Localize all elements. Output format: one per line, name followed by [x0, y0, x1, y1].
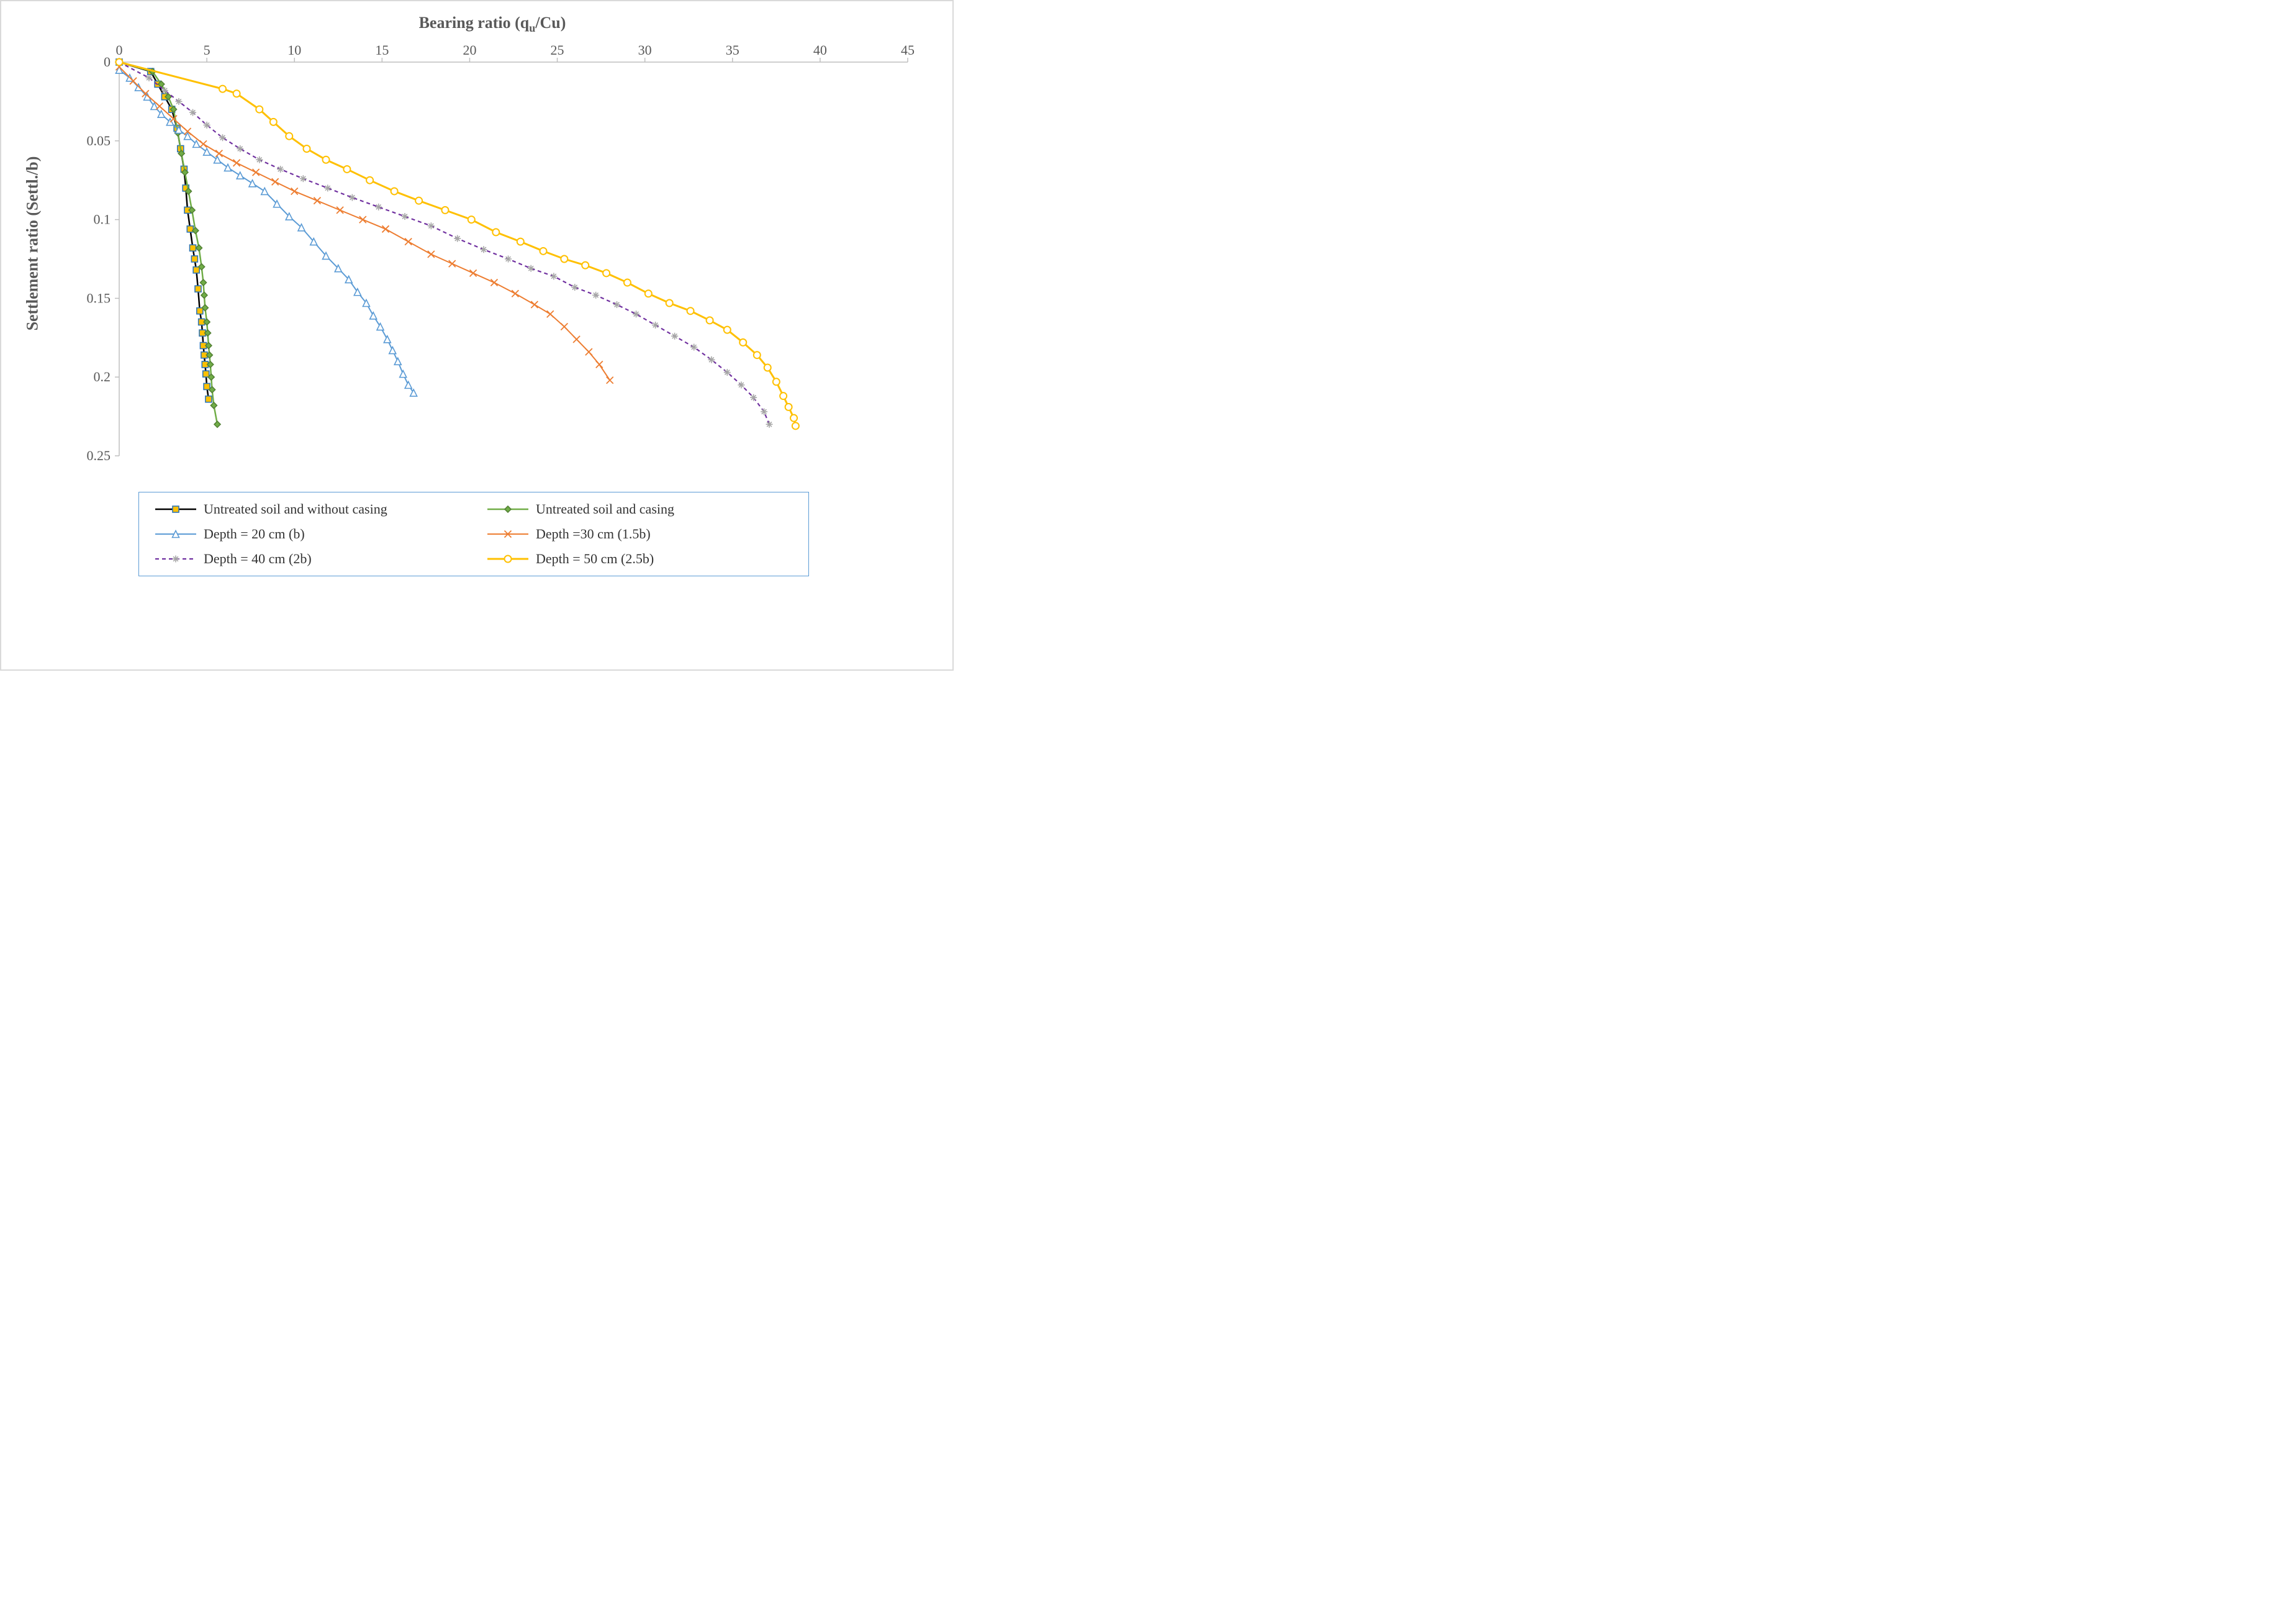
svg-text:35: 35 [726, 42, 739, 58]
svg-text:15: 15 [375, 42, 389, 58]
svg-text:5: 5 [204, 42, 210, 58]
svg-text:0.1: 0.1 [94, 212, 111, 227]
legend-label: Untreated soil and without casing [204, 501, 387, 517]
svg-text:45: 45 [901, 42, 915, 58]
chart-column: Bearing ratio (qu/Cu) 0 5 10 15 20 25 30 35 40 45… [51, 14, 934, 473]
legend: Untreated soil and without casing Untreat… [138, 492, 809, 576]
chart-frame: Settlement ratio (Settl./b) Bearing rati… [0, 0, 954, 671]
series-depth50 [116, 59, 799, 430]
svg-text:10: 10 [287, 42, 301, 58]
svg-text:0: 0 [104, 54, 111, 70]
legend-label: Depth = 20 cm (b) [204, 526, 305, 542]
svg-text:25: 25 [551, 42, 564, 58]
legend-label: Depth =30 cm (1.5b) [536, 526, 651, 542]
legend-label: Untreated soil and casing [536, 501, 674, 517]
y-axis-label-col: Settlement ratio (Settl./b) [14, 14, 51, 473]
svg-holder: 0 5 10 15 20 25 30 35 40 45 0 0.05 0.1 0.15 0.2 0.25 [51, 40, 934, 473]
legend-label: Depth = 40 cm (2b) [204, 551, 312, 567]
svg-text:0.15: 0.15 [87, 291, 111, 306]
svg-text:40: 40 [813, 42, 827, 58]
x-axis-label: Bearing ratio (qu/Cu) [51, 14, 934, 40]
chart-svg: 0 5 10 15 20 25 30 35 40 45 0 0.05 0.1 0.15 0.2 0.25 [51, 40, 920, 462]
legend-label: Depth = 50 cm (2.5b) [536, 551, 654, 567]
plot-area: Settlement ratio (Settl./b) Bearing rati… [14, 14, 934, 473]
svg-text:30: 30 [638, 42, 652, 58]
svg-text:0.2: 0.2 [94, 369, 111, 384]
legend-item-depth50: Depth = 50 cm (2.5b) [486, 551, 793, 567]
series-depth40 [116, 59, 773, 428]
legend-item-depth30: Depth =30 cm (1.5b) [486, 526, 793, 542]
series-depth30 [116, 63, 613, 384]
legend-item-depth20: Depth = 20 cm (b) [154, 526, 461, 542]
legend-item-untreated_no_casing: Untreated soil and without casing [154, 501, 461, 517]
svg-text:20: 20 [463, 42, 476, 58]
svg-text:0: 0 [116, 42, 123, 58]
svg-text:0.25: 0.25 [87, 448, 111, 462]
y-axis-label: Settlement ratio (Settl./b) [23, 156, 42, 331]
legend-item-untreated_casing: Untreated soil and casing [486, 501, 793, 517]
legend-item-depth40: Depth = 40 cm (2b) [154, 551, 461, 567]
svg-text:0.05: 0.05 [87, 133, 111, 148]
